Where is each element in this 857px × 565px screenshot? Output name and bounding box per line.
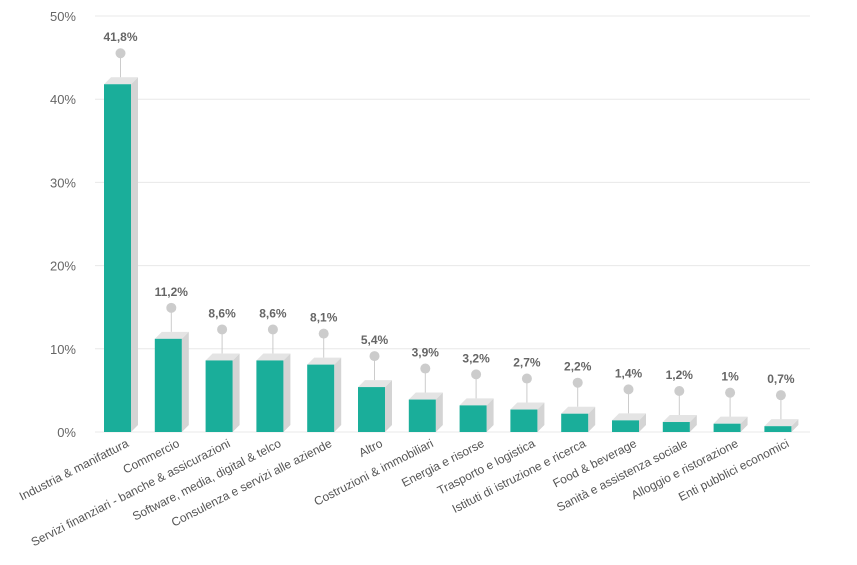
bar-top [154,331,189,339]
bar [104,77,138,432]
bars [104,77,799,432]
category-label: Altro [357,436,386,460]
data-label: 2,2% [564,360,592,374]
bar-side [435,392,443,432]
data-labels: 41,8% 11,2% 8,6% 8,6% 8,1% 5,4% 3,9% 3,2% 2,7% 2,… [103,30,795,420]
bar [307,357,342,432]
bar-top [408,392,443,400]
marker-dot [725,387,736,398]
y-axis-ticks: 0% 10% 20% 30% 40% 50% [50,9,76,440]
bar-front [256,360,284,432]
marker-dot [521,373,532,384]
bar-front [612,420,639,432]
marker-dot [674,386,685,397]
bar-top [459,398,494,406]
data-label: 8,1% [310,311,338,325]
bar-top [307,357,342,365]
bar [459,398,494,432]
marker-dot [471,369,482,380]
bar [764,419,799,432]
marker-dot [775,390,786,401]
marker-dot [267,324,278,335]
bar-front [154,338,182,432]
bar-front [307,364,335,432]
bar [256,353,291,432]
bar-top [256,353,291,361]
data-label: 8,6% [259,306,287,320]
bar-side [639,413,646,432]
bar [205,353,240,432]
bar-top [764,419,799,427]
gridlines [95,15,810,433]
y-tick-label: 50% [50,9,76,24]
bar-front [459,405,487,432]
bar-front [764,426,792,432]
bar [510,402,545,432]
bar-front [408,399,436,432]
bar-front [104,84,131,432]
bar [662,415,697,432]
bar-side [232,353,240,432]
bar-top [104,77,138,85]
y-tick-label: 30% [50,175,76,190]
marker-dot [369,351,380,362]
bar-top [561,406,596,414]
bar-side [791,419,799,432]
marker-dot [420,363,431,374]
bar-side [283,353,291,432]
bar-top [713,416,748,424]
marker-dot [166,302,177,313]
bar-front [205,360,233,432]
bar-side [537,402,545,432]
category-label: Servizi finanziari - banche & assicurazi… [29,436,233,549]
bar-side [588,406,596,432]
data-label: 5,4% [361,333,389,347]
y-tick-label: 20% [50,259,76,274]
bar [713,416,748,432]
bar-front [662,422,690,432]
bar-side [181,331,189,432]
marker-dot [572,377,583,388]
data-label: 1,4% [615,366,643,380]
bar-front [510,409,538,432]
data-label: 8,6% [208,306,236,320]
data-label: 3,9% [412,346,440,360]
bar-top [662,415,697,423]
marker-dot [115,48,126,59]
y-tick-label: 40% [50,92,76,107]
bar-top [510,402,545,410]
bar-side [334,357,342,432]
bar [612,413,646,432]
data-label: 11,2% [155,285,189,299]
data-label: 41,8% [103,30,137,44]
data-label: 1% [721,370,739,384]
data-label: 1,2% [666,368,694,382]
bar [358,380,392,432]
bar [561,406,596,432]
bar-side [486,398,494,432]
bar-side [689,415,697,432]
y-tick-label: 10% [50,342,76,357]
bar-front [358,387,385,432]
marker-dot [217,324,228,335]
bar-top [612,413,646,421]
y-tick-label: 0% [57,425,76,440]
bar [154,331,189,432]
data-label: 2,7% [513,356,541,370]
bar [408,392,443,432]
bar-top [358,380,392,388]
bar-front [713,423,741,432]
marker-dot [623,384,634,395]
bar-top [205,353,240,361]
bar-side [740,416,748,432]
data-label: 3,2% [462,351,490,365]
bar-side [131,77,138,432]
data-label: 0,7% [767,372,795,386]
category-labels: Industria & manifatturaCommercioServizi … [17,436,791,549]
bar-front [561,413,589,432]
marker-dot [318,328,329,339]
bar-side [385,380,392,432]
